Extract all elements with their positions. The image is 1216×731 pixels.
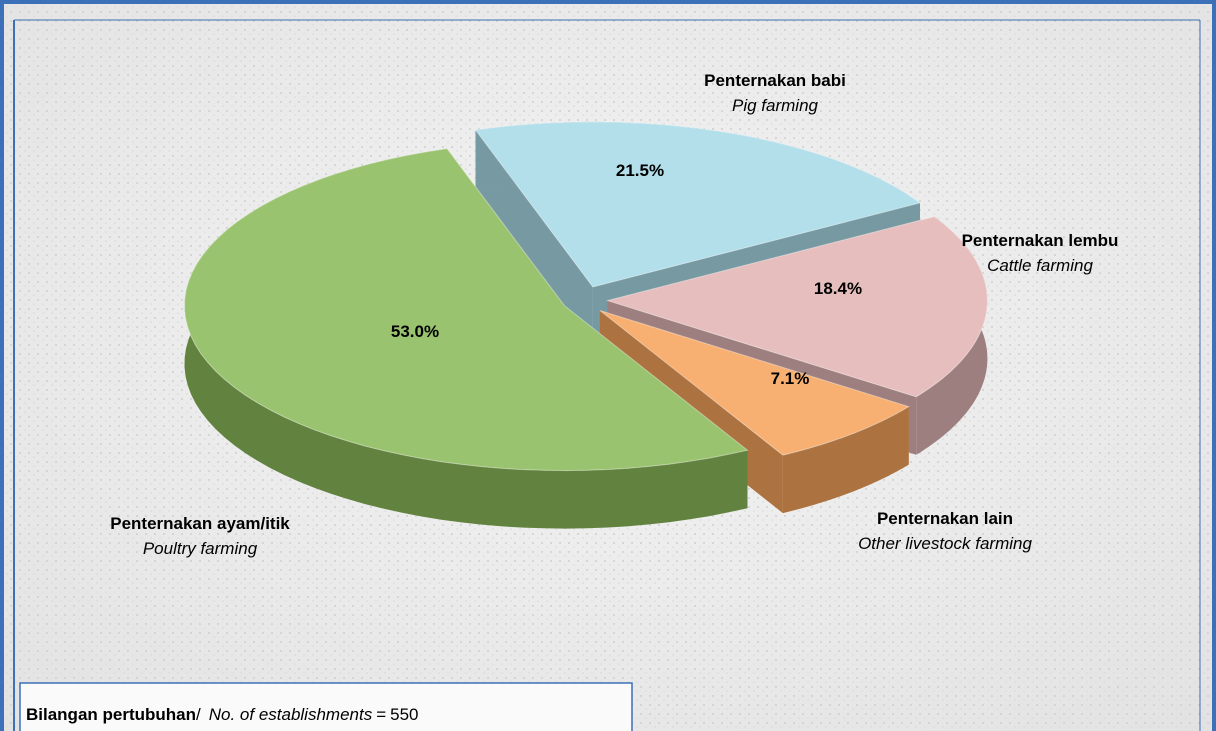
note-equals: = bbox=[376, 705, 386, 724]
category-label: Penternakan lembu bbox=[962, 231, 1119, 250]
slice-side bbox=[184, 148, 748, 529]
category-label-en: Poultry farming bbox=[143, 539, 258, 558]
slice-highlight bbox=[475, 121, 920, 287]
value-label: 18.4% bbox=[814, 279, 862, 298]
pie bbox=[183, 121, 988, 529]
value-label: 7.1% bbox=[771, 369, 810, 388]
note-separator: / bbox=[196, 705, 201, 724]
labels: 21.5% Penternakan babi Pig farming 18.4% Pen… bbox=[110, 71, 1118, 558]
slice bbox=[605, 216, 988, 398]
category-label-en: Cattle farming bbox=[987, 256, 1093, 275]
slice-highlight bbox=[599, 310, 909, 456]
slice-side-shade bbox=[782, 406, 909, 514]
value-label: 21.5% bbox=[616, 161, 664, 180]
value-label: 53.0% bbox=[391, 322, 439, 341]
note-box bbox=[19, 682, 633, 731]
slice bbox=[474, 121, 922, 288]
note-label: Bilangan pertubuhan bbox=[26, 705, 196, 724]
category-label: Penternakan babi bbox=[704, 71, 846, 90]
slice-highlight bbox=[607, 216, 988, 397]
note-value: 550 bbox=[390, 705, 418, 724]
slice bbox=[183, 148, 749, 472]
slice-side bbox=[782, 406, 909, 514]
slice-side-shade bbox=[184, 148, 748, 529]
note-label-en: No. of establishments bbox=[209, 705, 373, 724]
category-label-en: Pig farming bbox=[732, 96, 819, 115]
slice-highlight bbox=[184, 148, 748, 471]
slice bbox=[599, 310, 910, 456]
note: Bilangan pertubuhan/ No. of establishment… bbox=[26, 705, 419, 724]
category-label-en: Other livestock farming bbox=[858, 534, 1032, 553]
category-label: Penternakan lain bbox=[877, 509, 1013, 528]
category-label: Penternakan ayam/itik bbox=[110, 514, 290, 533]
